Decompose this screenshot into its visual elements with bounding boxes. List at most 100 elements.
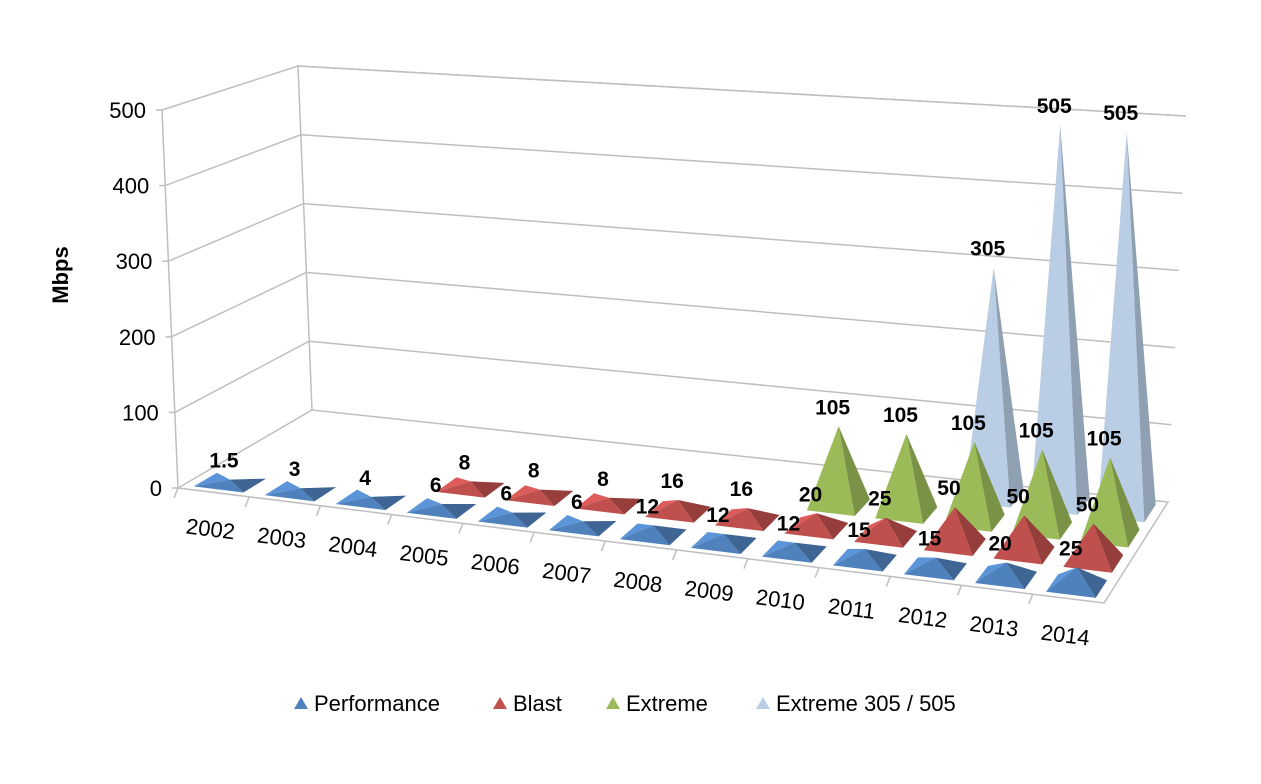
data-label: 8 <box>597 468 609 491</box>
legend-entry: Extreme <box>626 691 708 716</box>
y-tick-label: 400 <box>112 174 149 199</box>
pyramid-right-face <box>608 497 643 515</box>
x-axis-ticks: 2002 2003 2004 2005 2006 2007 2008 2009 2010 2011… <box>173 487 1091 651</box>
pyramid-left-face <box>575 493 609 509</box>
pyramid-performance-2009 <box>690 531 757 554</box>
pyramid-performance-2002 <box>193 472 267 493</box>
pyramid-right-face <box>470 481 505 498</box>
pyramid-left-face <box>761 540 795 557</box>
pyramid-front-face <box>806 426 855 516</box>
data-labels: 305 505 505 105 105 105 105 105 8 8 8 16 16 20 25 50 50 5… <box>209 95 1138 560</box>
pyramid-performance-2011 <box>832 548 897 572</box>
data-label: 25 <box>1059 537 1083 560</box>
x-tick-label: 2004 <box>327 531 379 562</box>
pyramid-performance-2007 <box>548 515 617 537</box>
pyramid-front-face <box>264 488 315 502</box>
pyramid-blast-2013 <box>993 515 1055 565</box>
pyramid-right-face <box>954 507 986 557</box>
data-label: 16 <box>660 470 683 493</box>
pyramid-blast-2011 <box>854 517 918 548</box>
data-label: 6 <box>430 474 442 497</box>
x-tick-label: 2009 <box>683 575 735 606</box>
x-tick-mark <box>173 487 179 499</box>
x-tick-mark <box>244 496 250 508</box>
pyramid-front-face <box>714 508 764 532</box>
pyramid-front-face <box>690 533 741 554</box>
pyramid-performance-2012 <box>903 557 967 581</box>
x-tick-label: 2014 <box>1039 620 1091 651</box>
pyramid-left-face <box>690 531 724 548</box>
x-tick-label: 2005 <box>398 540 450 571</box>
pyramid-blast-2012 <box>923 507 986 557</box>
data-label: 15 <box>918 528 942 551</box>
pyramid-right-face <box>816 513 849 540</box>
pyramid-left-face <box>645 499 679 517</box>
x-tick-label: 2007 <box>541 558 593 589</box>
pyramid-right-face <box>974 441 1005 532</box>
pyramid-front-face <box>505 489 555 507</box>
pyramid-front-face <box>335 496 386 511</box>
data-label: 4 <box>359 467 371 490</box>
data-label: 305 <box>970 238 1005 261</box>
data-label: 25 <box>868 488 892 511</box>
pyramid-performance-2008 <box>619 523 687 546</box>
gridlines <box>161 65 1187 426</box>
pyramid-right-face <box>885 517 918 548</box>
legend-swatch <box>493 697 507 709</box>
pyramid-right-face <box>865 548 897 572</box>
pyramid-front-face <box>436 481 485 498</box>
legend-entry: Performance <box>314 691 440 716</box>
pyramid-front-face <box>784 513 834 540</box>
y-tick-label: 500 <box>109 98 146 123</box>
pyramid-left-face <box>714 508 748 526</box>
pyramid-extreme-2011 <box>875 434 938 524</box>
pyramid-blast-2009 <box>714 508 780 532</box>
legend: Performance Blast Extreme Extreme 305 / 505 <box>294 691 956 716</box>
pyramid-front-face <box>1063 523 1112 573</box>
pyramid-front-face <box>974 562 1025 590</box>
data-label: 8 <box>459 451 471 474</box>
pyramid-performance-2006 <box>477 506 547 528</box>
y-tick-label: 300 <box>116 249 153 274</box>
pyramid-left-face <box>436 477 471 492</box>
pyramid-front-face <box>854 517 903 548</box>
data-label: 20 <box>988 532 1011 555</box>
pyramid-left-face <box>1046 567 1077 592</box>
data-label: 12 <box>706 504 729 527</box>
pyramid-front-face <box>875 434 924 524</box>
pyramid-extreme-305-505-2013 <box>1030 124 1090 515</box>
data-label: 105 <box>1087 427 1122 450</box>
pyramid-blast-2008 <box>645 499 711 523</box>
pyramid-left-face <box>832 548 866 566</box>
pyramid-left-face <box>193 472 231 487</box>
left-axis-line <box>161 109 179 489</box>
gridline <box>168 202 1179 272</box>
pyramid-right-face <box>1076 567 1108 598</box>
data-label: 6 <box>571 491 583 514</box>
pyramid-blast-2010 <box>784 513 849 540</box>
pyramid-right-face <box>1093 523 1124 573</box>
pyramid-left-face <box>548 515 583 531</box>
pyramid-left-face <box>903 557 936 575</box>
pyramid-right-face <box>794 542 827 563</box>
pyramid-left-face <box>335 489 372 504</box>
pyramid-right-face <box>230 478 267 493</box>
pyramid-right-face <box>1060 124 1090 515</box>
pyramid-right-face <box>678 499 711 523</box>
pyramid-right-face <box>1042 449 1073 540</box>
pyramid-performance-2013 <box>974 562 1038 590</box>
data-label: 50 <box>1076 494 1099 517</box>
x-tick-mark <box>956 585 963 596</box>
data-label: 50 <box>937 477 960 500</box>
x-tick-mark <box>1028 593 1034 605</box>
pyramid-right-face <box>1024 515 1055 565</box>
gridline <box>161 65 1187 117</box>
data-label: 50 <box>1007 485 1030 508</box>
pyramid-right-face <box>1110 457 1140 548</box>
data-label: 15 <box>847 519 871 542</box>
pyramid-extreme-2010 <box>806 426 870 516</box>
pyramid-front-face <box>1030 124 1078 515</box>
x-tick-label: 2006 <box>470 549 522 580</box>
x-tick-mark <box>671 549 678 561</box>
x-tick-label: 2011 <box>827 593 877 624</box>
